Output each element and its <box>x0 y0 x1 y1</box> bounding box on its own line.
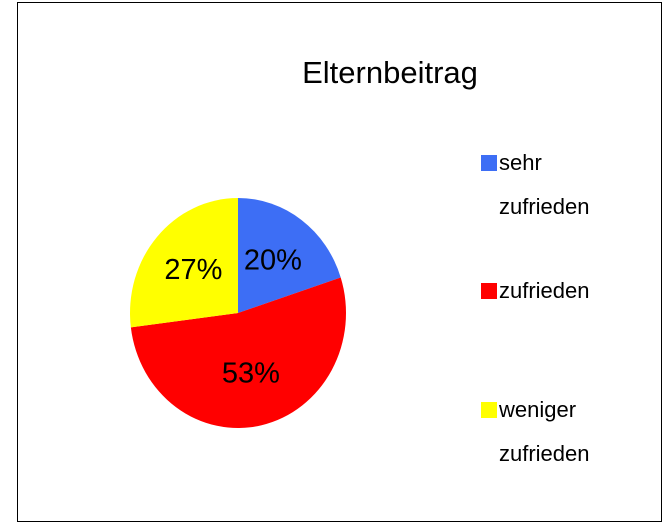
legend-label: weniger zufrieden <box>499 397 590 466</box>
chart-title: Elternbeitrag <box>302 55 478 90</box>
data-label: 20% <box>244 244 302 276</box>
legend-item: weniger zufrieden <box>481 388 631 476</box>
legend-label: zufrieden <box>499 278 590 303</box>
pie-slice <box>130 198 238 328</box>
legend-swatch <box>481 155 497 171</box>
legend-item: zufrieden <box>481 269 631 313</box>
pie-slice <box>130 277 346 428</box>
pie-slice <box>238 198 341 313</box>
chart-frame <box>17 2 662 522</box>
data-label: 53% <box>222 357 280 389</box>
legend-swatch <box>481 402 497 418</box>
data-label: 27% <box>164 254 222 286</box>
legend-swatch <box>481 283 497 299</box>
legend-item: sehr zufrieden <box>481 141 631 229</box>
legend-label: sehr zufrieden <box>499 150 590 219</box>
